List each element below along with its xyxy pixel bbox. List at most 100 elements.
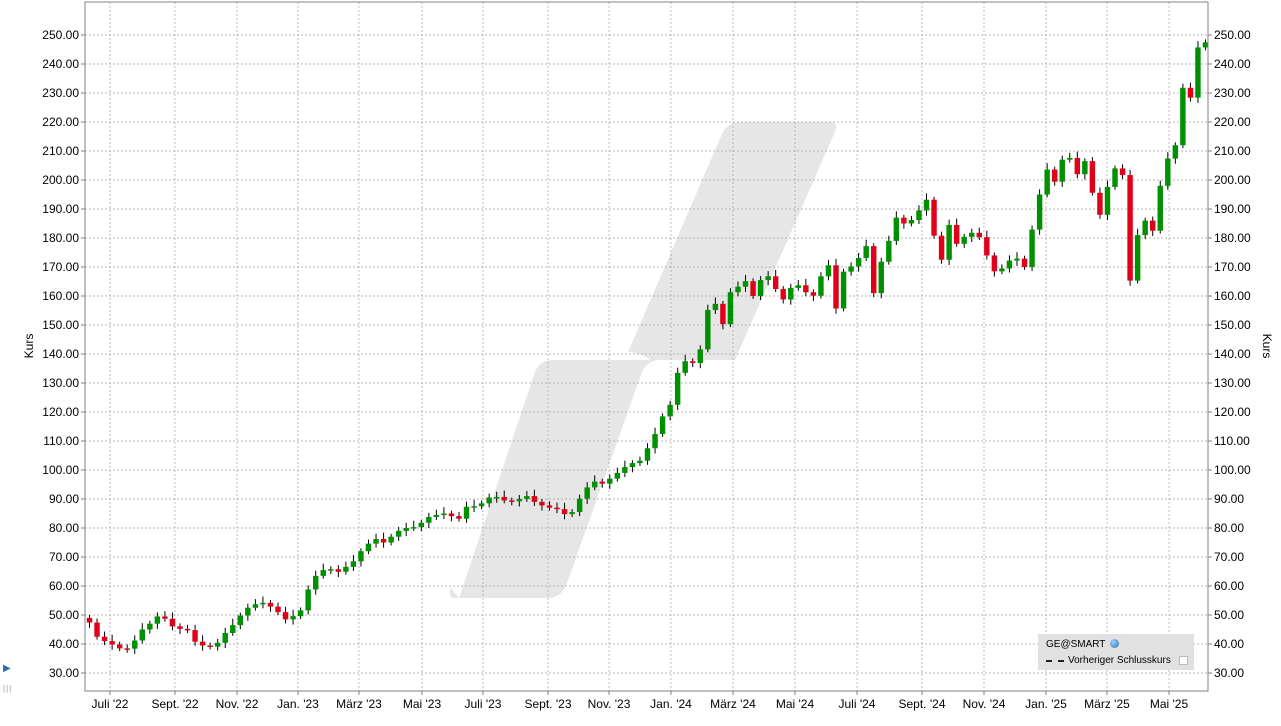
candle-body <box>1172 145 1179 159</box>
y-tick-label-right: 40.00 <box>1214 637 1244 651</box>
candle-body <box>501 496 507 501</box>
x-tick-label: Mai '25 <box>1150 697 1189 711</box>
candle-body <box>742 281 749 287</box>
candle-body <box>584 487 590 499</box>
candle-body <box>169 618 176 627</box>
candle-body <box>1014 258 1020 261</box>
candle-body <box>569 512 575 515</box>
candle-body <box>878 261 884 294</box>
x-tick-label: Jan. '25 <box>1025 697 1067 711</box>
y-tick-label-left: 220.00 <box>42 115 79 129</box>
candle-body <box>154 616 161 624</box>
legend-title: GE@SMART <box>1046 639 1106 650</box>
candle-body <box>1021 258 1028 267</box>
candle-body <box>848 266 854 272</box>
y-tick-label-right: 150.00 <box>1214 318 1251 332</box>
legend-checkbox[interactable] <box>1179 656 1188 665</box>
candle-body <box>101 636 108 642</box>
x-tick-label: Jan. '24 <box>650 697 692 711</box>
candle-body <box>395 530 402 537</box>
candle-body <box>969 232 975 237</box>
y-tick-label-right: 210.00 <box>1214 144 1251 158</box>
candle-body <box>116 644 123 649</box>
candle-body <box>403 528 409 531</box>
y-tick-label-right: 190.00 <box>1214 202 1251 216</box>
y-tick-label-right: 70.00 <box>1214 550 1244 564</box>
toolbar-icon[interactable]: ▶ <box>3 663 11 674</box>
candle-body <box>486 497 492 504</box>
candle-body <box>871 246 877 294</box>
y-tick-label-right: 80.00 <box>1214 521 1244 535</box>
x-tick-label: Juli '24 <box>839 697 876 711</box>
candle-body <box>938 235 945 260</box>
y-tick-label-left: 50.00 <box>49 608 79 622</box>
candle-body <box>908 220 915 224</box>
y-tick-label-right: 220.00 <box>1214 115 1251 129</box>
y-tick-label-left: 80.00 <box>49 521 79 535</box>
y-tick-label-right: 110.00 <box>1214 434 1250 448</box>
y-tick-label-right: 180.00 <box>1214 231 1251 245</box>
y-tick-label-left: 250.00 <box>42 28 79 42</box>
candle-body <box>644 448 651 461</box>
candle-body <box>757 280 764 296</box>
candle-body <box>124 648 130 650</box>
candle-body <box>380 539 387 543</box>
candle-body <box>750 281 756 296</box>
candle-body <box>1097 192 1103 215</box>
y-tick-label-left: 40.00 <box>49 637 79 651</box>
candle-body <box>328 569 334 571</box>
candle-body <box>207 645 213 647</box>
candle-body <box>795 285 802 288</box>
globe-icon[interactable] <box>1110 639 1119 648</box>
candle-body <box>1029 229 1035 267</box>
candle-body <box>441 513 447 515</box>
y-tick-label-left: 240.00 <box>42 57 79 71</box>
candle-body <box>810 292 817 296</box>
x-tick-label: März '24 <box>710 697 756 711</box>
y-tick-label-right: 230.00 <box>1214 86 1251 100</box>
candle-body <box>245 607 251 616</box>
candle-body <box>976 232 982 238</box>
y-tick-label-right: 170.00 <box>1214 260 1251 274</box>
candle-body <box>1202 42 1209 48</box>
candle-body <box>991 255 998 272</box>
y-tick-label-left: 180.00 <box>42 231 79 245</box>
candle-body <box>426 516 432 523</box>
candle-body <box>554 507 560 510</box>
y-tick-label-left: 200.00 <box>42 173 79 187</box>
candles <box>86 39 1209 654</box>
y-tick-label-left: 210.00 <box>42 144 79 158</box>
candle-body <box>524 496 530 499</box>
candle-body <box>674 372 681 405</box>
x-tick-label: Mai '23 <box>403 697 442 711</box>
y-axis-left: 30.00 40.00 50.00 60.00 70.00 80.00 90.00 100.0… <box>42 28 85 680</box>
y-tick-label-left: 100.00 <box>42 463 79 477</box>
resize-grip-icon[interactable]: ||| <box>3 684 13 693</box>
candle-body <box>953 224 960 244</box>
x-tick-label: März '25 <box>1084 697 1130 711</box>
candle-body <box>1104 186 1111 215</box>
candle-body <box>720 303 726 325</box>
legend-item-previous-close: Vorheriger Schlusskurs <box>1068 655 1171 666</box>
candle-body <box>147 623 153 630</box>
candle-body <box>607 478 613 484</box>
candle-body <box>637 460 643 464</box>
candle-body <box>509 500 515 502</box>
candle-body <box>705 309 711 350</box>
candle-body <box>448 513 455 517</box>
candle-body <box>1112 168 1118 187</box>
legend: GE@SMART Vorheriger Schlusskurs <box>1038 634 1194 670</box>
candle-body <box>576 498 583 513</box>
candle-body <box>516 499 523 502</box>
y-tick-label-left: 110.00 <box>43 434 79 448</box>
watermark-shape <box>449 122 837 598</box>
candle-body <box>614 472 621 479</box>
candle-body <box>418 522 424 528</box>
candle-body <box>237 615 244 626</box>
candle-body <box>1074 157 1081 175</box>
x-tick-label: Nov. '24 <box>963 697 1006 711</box>
candle-body <box>411 527 417 529</box>
candle-body <box>1036 194 1043 230</box>
